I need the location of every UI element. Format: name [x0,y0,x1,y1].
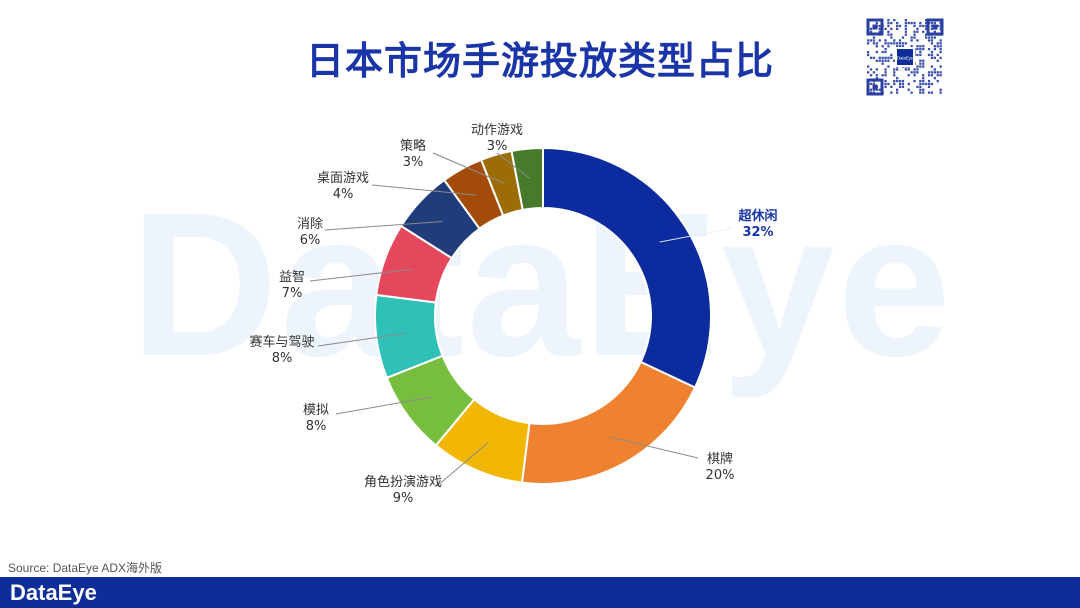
leader-line-1 [659,227,734,243]
category-label-5: 赛车与驾驶 [249,334,314,350]
leader-line-2 [609,436,699,459]
category-label-6: 益智 [279,270,305,285]
leader-line-9 [432,152,505,184]
source-note: Source: DataEye ADX海外版 [8,561,163,575]
leader-line-5 [317,332,407,347]
leader-line-6 [309,268,414,282]
value-label-9: 3% [403,155,424,170]
leader-line-3 [436,442,489,487]
value-label-5: 8% [272,351,293,366]
watermark: DataEye [130,170,954,399]
slice-10 [510,146,544,212]
value-label-8: 4% [333,187,354,202]
leader-line-8 [371,184,477,196]
category-label-8: 桌面游戏 [317,171,369,186]
leader-line-10 [496,152,531,180]
category-label-1: 超休闲 [738,208,777,224]
value-label-10: 3% [487,139,508,154]
qr-code-icon: DataEye [866,18,944,96]
category-label-4: 模拟 [303,403,329,418]
page-title: 日本市场手游投放类型占比 [305,39,774,83]
value-label-7: 6% [300,233,321,248]
value-label-6: 7% [282,286,303,301]
leader-line-4 [335,396,432,415]
category-label-3: 角色扮演游戏 [364,474,442,490]
slice-1 [542,146,712,389]
category-label-2: 棋牌 [707,451,733,467]
qr-logo-text: DataEye [897,56,914,61]
value-label-3: 9% [393,491,414,506]
footer-logo: DataEye [10,580,97,605]
value-label-4: 8% [306,419,327,434]
value-label-2: 20% [706,468,735,483]
value-label-1: 32% [742,225,773,240]
category-label-10: 动作游戏 [471,123,523,138]
footer-bar: DataEye [0,577,1080,608]
slice-2 [520,360,697,485]
category-label-9: 策略 [400,138,426,154]
category-label-7: 消除 [297,217,323,232]
leader-line-7 [324,221,443,231]
